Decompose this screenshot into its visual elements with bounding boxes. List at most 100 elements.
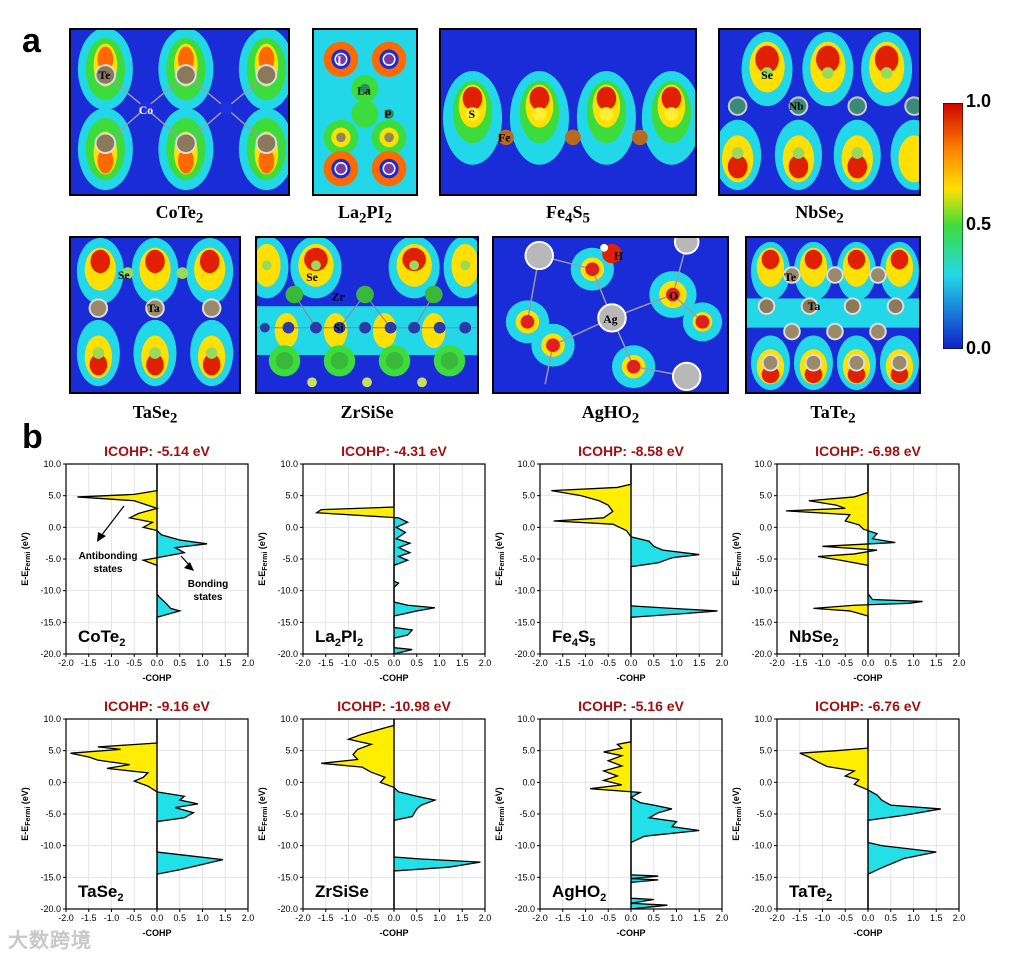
- colorbar: [943, 103, 963, 349]
- antibonding-area: [316, 464, 394, 654]
- elf-label-agho2: AgHO2: [581, 402, 640, 427]
- x-tick-label: 2.0: [479, 913, 492, 923]
- x-tick-label: -1.5: [81, 658, 97, 668]
- y-axis-label: E-EFermi (eV): [257, 532, 269, 586]
- y-tick-label: -20.0: [40, 649, 61, 659]
- elf-lobes: [720, 31, 919, 191]
- bonding-area: [631, 719, 700, 909]
- elf-label-cote2: CoTe2: [155, 202, 204, 227]
- icohp-title: ICOHP: -6.76 eV: [815, 698, 921, 714]
- bonding-area: [631, 464, 718, 654]
- compound-name: NbSe2: [789, 627, 839, 649]
- y-tick-label: 10.0: [754, 714, 772, 724]
- atom-label-h: H: [614, 249, 623, 262]
- cohp-plot-nbse2: -2.0 -1.5 -1.0 -0.5 0.0 0.5 1.0 1.5 2.0 10.0 5.0 0.…: [731, 443, 965, 683]
- y-tick-label: 10.0: [43, 459, 61, 469]
- x-tick-label: 1.5: [219, 658, 232, 668]
- y-tick-label: -5.0: [519, 809, 535, 819]
- colorbar-tick-mid: 0.5: [966, 214, 992, 234]
- y-tick-label: 0.0: [759, 522, 772, 532]
- y-tick-label: 0.0: [285, 522, 298, 532]
- icohp-title: ICOHP: -8.58 eV: [578, 443, 684, 459]
- y-tick-label: -15.0: [751, 617, 772, 627]
- y-tick-label: -5.0: [756, 809, 772, 819]
- y-tick-label: -15.0: [40, 872, 61, 882]
- x-tick-label: 1.0: [907, 658, 920, 668]
- y-tick-label: -20.0: [751, 904, 772, 914]
- y-tick-label: 10.0: [280, 714, 298, 724]
- atom-label-te: Te: [98, 69, 110, 82]
- y-tick-label: -15.0: [514, 617, 535, 627]
- x-tick-label: 1.0: [907, 913, 920, 923]
- x-tick-label: 2.0: [716, 658, 729, 668]
- x-axis-label: -COHP: [143, 673, 172, 683]
- y-tick-label: -20.0: [40, 904, 61, 914]
- x-tick-label: -0.5: [363, 658, 379, 668]
- elf-label-tate2: TaTe2: [810, 402, 856, 427]
- y-tick-label: 5.0: [759, 491, 772, 501]
- atom-label-te: Te: [784, 271, 796, 284]
- x-tick-label: 0.0: [388, 913, 401, 923]
- atom-label-fe: Fe: [498, 131, 510, 144]
- y-tick-label: 10.0: [754, 459, 772, 469]
- cohp-curve: [551, 464, 718, 654]
- x-tick-label: 1.5: [930, 913, 943, 923]
- elf-map-nbse2: Se Nb: [718, 28, 921, 196]
- x-tick-label: 1.5: [930, 658, 943, 668]
- cohp-plot-agho2: -2.0 -1.5 -1.0 -0.5 0.0 0.5 1.0 1.5 2.0 10.0 5.0 0.…: [494, 698, 728, 938]
- elf-lobes: [257, 238, 477, 377]
- compound-name: CoTe2: [78, 627, 125, 649]
- y-tick-label: 5.0: [522, 491, 535, 501]
- cohp-plot-la2pi2: -2.0 -1.5 -1.0 -0.5 0.0 0.5 1.0 1.5 2.0 10.0 5.0 0.…: [257, 443, 491, 683]
- elf-lobes: [76, 238, 234, 387]
- compound-name: ZrSiSe: [315, 882, 369, 901]
- y-axis-label: E-EFermi (eV): [731, 787, 743, 841]
- x-tick-label: 0.0: [151, 658, 164, 668]
- x-tick-label: -2.0: [769, 658, 785, 668]
- elf-map-fe4s5: S Fe: [439, 28, 697, 196]
- atom-label-p: P: [384, 108, 391, 121]
- icohp-title: ICOHP: -5.16 eV: [578, 698, 684, 714]
- y-tick-label: -5.0: [519, 554, 535, 564]
- x-tick-label: 1.5: [456, 913, 469, 923]
- x-tick-label: -1.5: [555, 913, 571, 923]
- y-tick-label: 10.0: [517, 459, 535, 469]
- atom-label-s: S: [469, 108, 476, 121]
- antibonding-area: [70, 719, 157, 909]
- x-axis-label: -COHP: [617, 673, 646, 683]
- y-tick-label: -20.0: [277, 649, 298, 659]
- elf-map-la2pi2: I La P: [312, 28, 418, 196]
- elf-map-tase2: Se Ta: [69, 236, 241, 394]
- atom-label-se: Se: [761, 69, 773, 82]
- x-tick-label: 0.5: [884, 658, 897, 668]
- x-tick-label: -0.5: [363, 913, 379, 923]
- x-tick-label: -1.5: [318, 658, 334, 668]
- y-tick-label: -10.0: [40, 586, 61, 596]
- atoms: [757, 266, 909, 372]
- y-tick-label: 5.0: [285, 746, 298, 756]
- atom-label-si: Si: [334, 322, 345, 335]
- x-axis-label: -COHP: [380, 928, 409, 938]
- cohp-plot-tase2: -2.0 -1.5 -1.0 -0.5 0.0 0.5 1.0 1.5 2.0 10.0 5.0 0.…: [20, 698, 254, 938]
- y-tick-label: -10.0: [277, 841, 298, 851]
- x-tick-label: 2.0: [479, 658, 492, 668]
- x-tick-label: -2.0: [295, 913, 311, 923]
- y-tick-label: 0.0: [48, 522, 61, 532]
- y-tick-label: -20.0: [751, 649, 772, 659]
- y-tick-label: 0.0: [285, 777, 298, 787]
- x-tick-label: 1.5: [456, 658, 469, 668]
- atom-label-ta: Ta: [147, 302, 160, 315]
- atoms: [88, 267, 222, 359]
- y-tick-label: 5.0: [522, 746, 535, 756]
- x-tick-label: 0.0: [625, 658, 638, 668]
- x-tick-label: -0.5: [126, 658, 142, 668]
- atoms: [727, 67, 919, 159]
- x-tick-label: 0.0: [862, 913, 875, 923]
- atoms: [465, 107, 679, 146]
- x-tick-label: 0.5: [173, 913, 186, 923]
- icohp-title: ICOHP: -10.98 eV: [337, 698, 451, 714]
- x-tick-label: 1.0: [670, 658, 683, 668]
- atoms: [334, 52, 396, 176]
- x-tick-label: -1.0: [104, 913, 120, 923]
- y-tick-label: 5.0: [285, 491, 298, 501]
